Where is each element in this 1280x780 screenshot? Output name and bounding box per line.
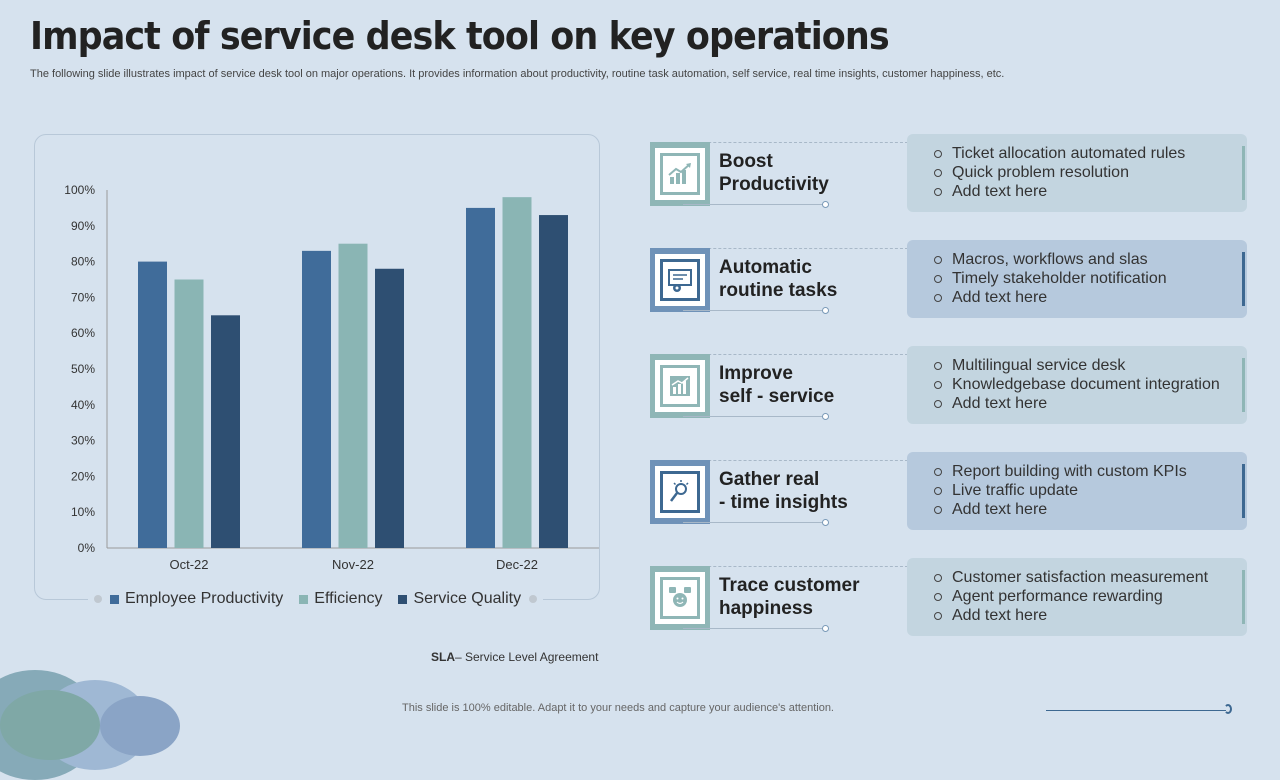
operation-label: Boost Productivity [719, 151, 829, 195]
icon-frame [650, 566, 710, 630]
icon-frame [650, 460, 710, 524]
y-tick-label: 40% [71, 398, 95, 412]
row-underline [683, 413, 829, 420]
x-tick-label: Dec-22 [496, 557, 538, 572]
footer-arc [1224, 704, 1232, 714]
legend-label: Efficiency [314, 590, 383, 607]
legend-swatch [299, 594, 309, 604]
footnote: SLA– Service Level Agreement [431, 650, 598, 664]
y-tick-label: 10% [71, 505, 95, 519]
y-tick-label: 80% [71, 255, 95, 269]
operation-details: Macros, workflows and slas Timely stakeh… [907, 240, 1247, 318]
legend-item-service-quality: Service Quality [398, 590, 521, 608]
y-tick-label: 0% [78, 541, 96, 555]
operation-row-gather-real-time-insights: Gather real - time insights Report build… [650, 452, 1250, 540]
operation-label: Automatic routine tasks [719, 257, 838, 301]
operation-row-trace-customer-happiness: Trace customer happiness Customer satisf… [650, 558, 1250, 646]
bullet-item: Live traffic update [932, 481, 1187, 500]
row-divider [683, 248, 908, 249]
bar-employee-productivity-dec-22 [466, 207, 495, 548]
y-tick-label: 70% [71, 290, 95, 304]
bullet-item: Knowledgebase document integration [932, 375, 1220, 394]
bar-efficiency-dec-22 [502, 197, 532, 548]
row-underline [683, 625, 829, 632]
operation-label: Gather real - time insights [719, 469, 848, 513]
automation-gear-icon [668, 269, 692, 292]
bullet-item: Add text here [932, 288, 1167, 307]
operation-details: Report building with custom KPIs Live tr… [907, 452, 1247, 530]
icon-frame [650, 142, 710, 206]
chart-legend: Employee Productivity Efficiency Service… [88, 588, 544, 610]
legend-swatch [398, 594, 408, 604]
footnote-abbrev: SLA [431, 650, 455, 664]
bar-chart: 0% 10% 20% 30% 40% 50% 60% 70% 80% 90% 100% Oct-22 N… [64, 183, 599, 572]
bullet-item: Macros, workflows and slas [932, 250, 1167, 269]
footnote-text: – Service Level Agreement [455, 650, 599, 664]
growth-chart-icon [668, 163, 691, 184]
bullet-item: Ticket allocation automated rules [932, 144, 1185, 163]
bar-service-quality-nov-22 [375, 268, 404, 548]
footer-rule [1046, 710, 1226, 711]
legend-left-handle [94, 595, 102, 603]
operation-label: Improve self - service [719, 363, 835, 407]
insight-bulb-icon [670, 480, 689, 502]
operation-details: Ticket allocation automated rules Quick … [907, 134, 1247, 212]
bar-employee-productivity-oct-22 [138, 261, 167, 548]
bullet-item: Report building with custom KPIs [932, 462, 1187, 481]
bullet-item: Add text here [932, 606, 1208, 625]
happy-customer-icon [669, 587, 691, 607]
row-divider [683, 566, 908, 567]
bar-service-quality-oct-22 [211, 315, 240, 548]
legend-right-handle [529, 595, 538, 603]
bar-service-quality-dec-22 [539, 215, 568, 548]
y-tick-label: 50% [71, 362, 95, 376]
icon-frame [650, 248, 710, 312]
bar-employee-productivity-nov-22 [302, 250, 331, 549]
bullet-item: Add text here [932, 182, 1185, 201]
page-title: Impact of service desk tool on key opera… [30, 14, 890, 58]
legend-label: Employee Productivity [125, 590, 284, 607]
bullet-item: Timely stakeholder notification [932, 269, 1167, 288]
bar-efficiency-oct-22 [174, 279, 204, 548]
y-tick-label: 90% [71, 219, 95, 233]
page-subtitle: The following slide illustrates impact o… [30, 68, 1005, 80]
row-underline [683, 519, 829, 526]
bullet-item: Multilingual service desk [932, 356, 1220, 375]
chart-panel: 0% 10% 20% 30% 40% 50% 60% 70% 80% 90% 100% Oct-22 N… [34, 134, 600, 600]
bullet-item: Customer satisfaction measurement [932, 568, 1208, 587]
legend-item-efficiency: Efficiency [299, 590, 382, 608]
bullet-item: Agent performance rewarding [932, 587, 1208, 606]
decor-blob [100, 696, 180, 756]
bullet-item: Add text here [932, 500, 1187, 519]
operation-details: Customer satisfaction measurement Agent … [907, 558, 1247, 636]
row-underline [683, 307, 829, 314]
bullet-item: Add text here [932, 394, 1220, 413]
footer-text: This slide is 100% editable. Adapt it to… [402, 702, 834, 714]
decor-blob [0, 690, 100, 760]
operation-details: Multilingual service desk Knowledgebase … [907, 346, 1247, 424]
y-tick-label: 100% [64, 183, 95, 197]
operation-label: Trace customer happiness [719, 575, 860, 619]
legend-label: Service Quality [413, 590, 522, 607]
operation-row-boost-productivity: Boost Productivity Ticket allocation aut… [650, 134, 1250, 222]
legend-swatch [110, 594, 119, 604]
row-divider [683, 460, 908, 461]
icon-frame [650, 354, 710, 418]
legend-item-employee-productivity: Employee Productivity [110, 590, 283, 608]
y-tick-label: 30% [71, 434, 95, 448]
row-divider [683, 354, 908, 355]
row-underline [683, 201, 829, 208]
bar-efficiency-nov-22 [338, 243, 368, 548]
x-tick-label: Oct-22 [169, 557, 208, 572]
y-tick-label: 60% [71, 326, 95, 340]
y-tick-label: 20% [71, 469, 95, 483]
row-divider [683, 142, 908, 143]
operation-row-improve-self-service: Improve self - service Multilingual serv… [650, 346, 1250, 434]
operation-row-automatic-routine-tasks: Automatic routine tasks Macros, workflow… [650, 240, 1250, 328]
bar-chart-icon [670, 376, 690, 396]
x-tick-label: Nov-22 [332, 557, 374, 572]
bullet-item: Quick problem resolution [932, 163, 1185, 182]
